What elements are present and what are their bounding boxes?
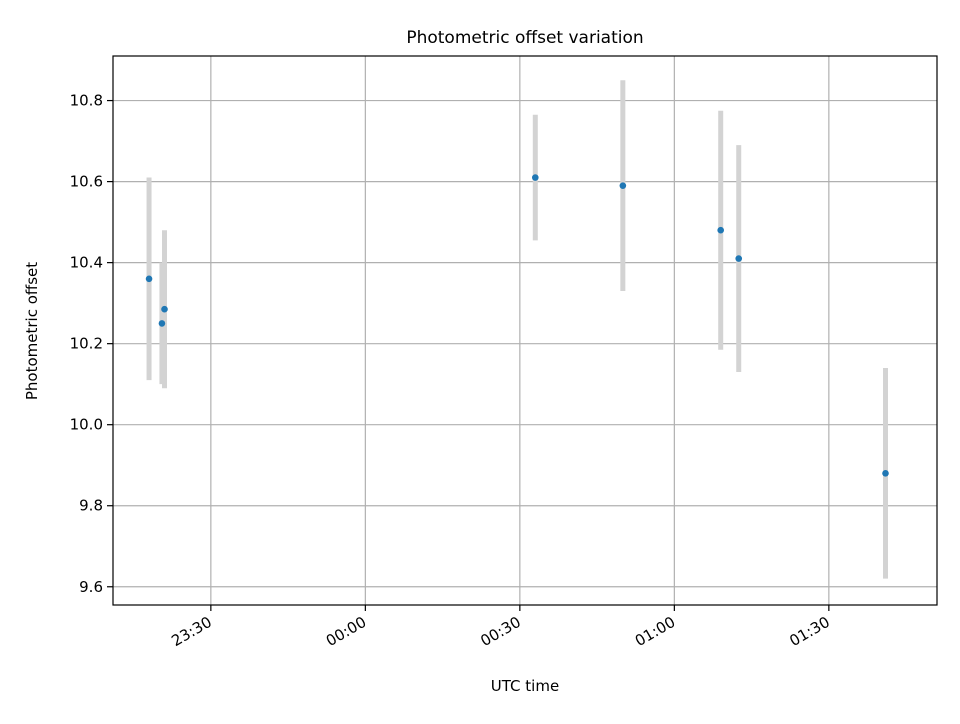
data-point (532, 174, 539, 181)
y-axis-label: Photometric offset (23, 262, 41, 400)
y-tick-label: 10.0 (70, 416, 103, 434)
y-tick-label: 9.6 (79, 578, 103, 596)
data-point (619, 182, 627, 189)
y-tick-label: 10.4 (70, 254, 103, 272)
grid (113, 56, 937, 605)
data-points (145, 174, 889, 477)
plot-frame (112, 55, 938, 606)
y-axis: 9.6 9.8 10.0 10.2 10.4 10.6 10.8 (70, 92, 113, 596)
data-point (717, 226, 724, 234)
y-tick-label: 10.6 (70, 173, 103, 191)
chart-title: Photometric offset variation (406, 28, 643, 48)
data-point (158, 320, 166, 327)
y-tick-label: 10.2 (70, 335, 103, 353)
data-point (145, 275, 153, 283)
data-point (735, 255, 743, 262)
x-axis-label: UTC time (491, 677, 559, 695)
y-tick-label: 10.8 (70, 92, 103, 110)
data-point (161, 305, 168, 313)
data-point (882, 470, 889, 477)
y-tick-label: 9.8 (79, 497, 103, 515)
